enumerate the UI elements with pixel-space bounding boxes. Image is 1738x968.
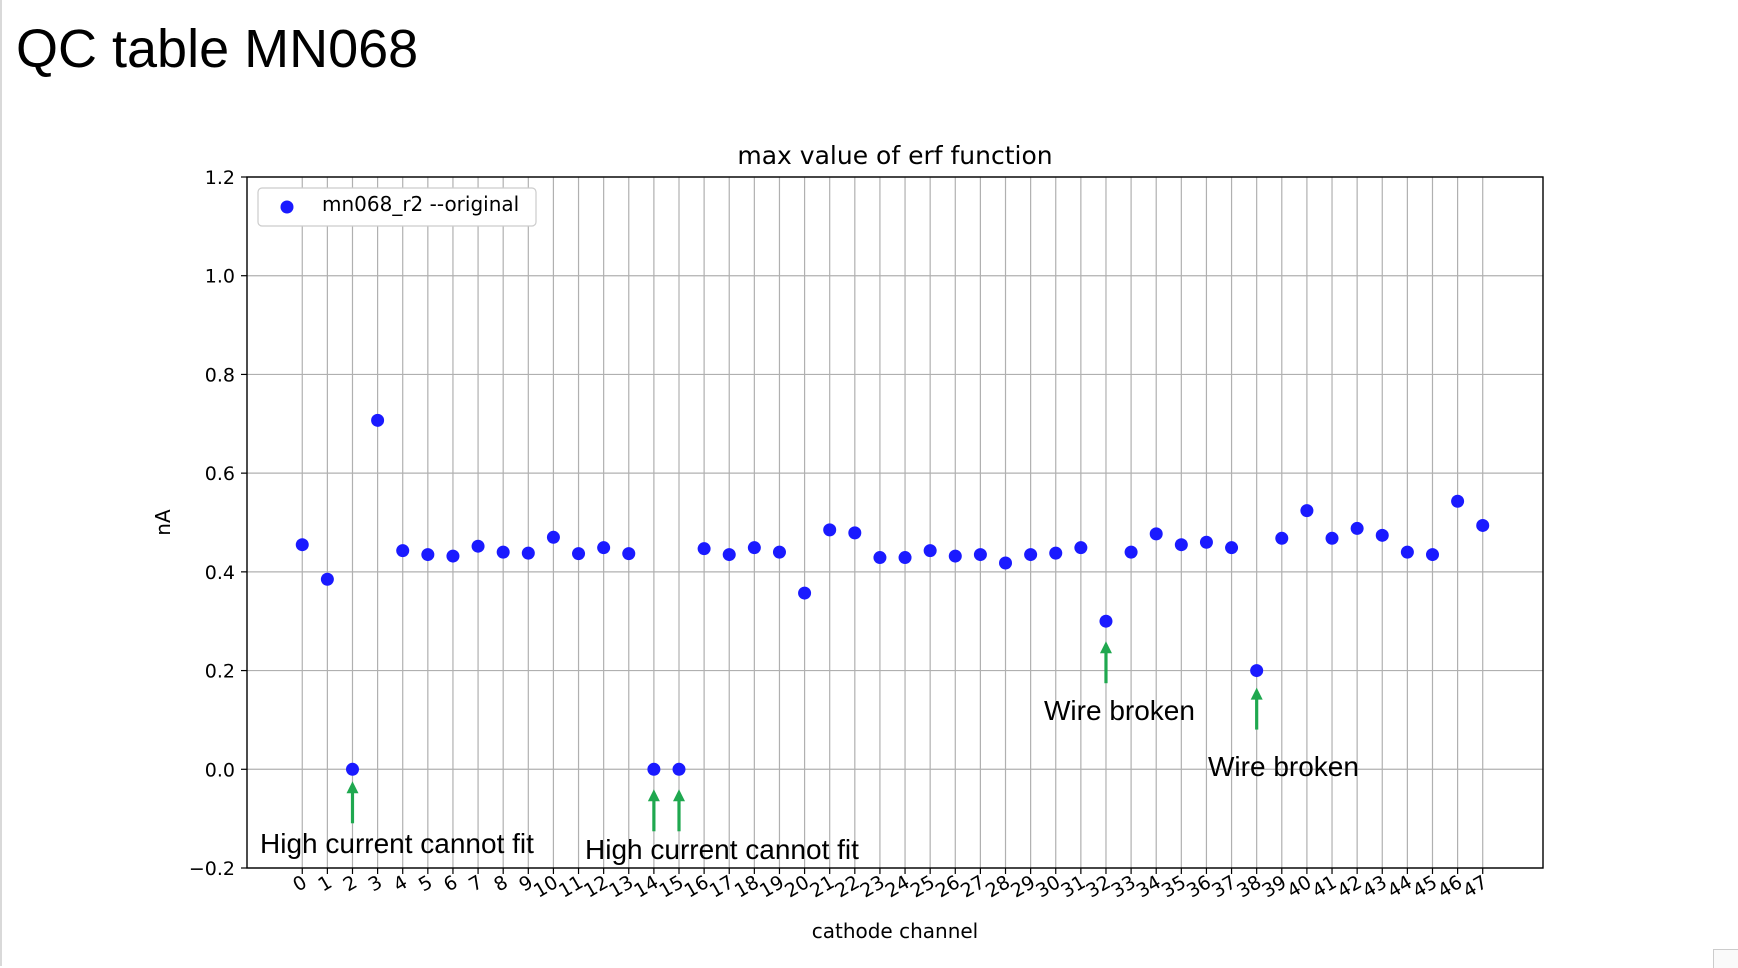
data-point <box>1225 541 1239 555</box>
data-point <box>345 762 359 776</box>
data-point <box>1400 545 1414 559</box>
annotation-arrow-head <box>1099 641 1112 654</box>
slide-thumbnail <box>1713 949 1738 968</box>
data-point <box>1425 548 1439 562</box>
data-point <box>823 523 837 537</box>
y-tick-label: 0.8 <box>205 364 235 386</box>
data-point <box>597 541 611 555</box>
data-point <box>446 549 460 563</box>
plot-frame <box>246 176 1544 869</box>
data-point <box>672 762 686 776</box>
y-axis-label: nA <box>151 509 175 536</box>
data-point <box>873 551 887 565</box>
data-point <box>722 548 736 562</box>
data-point <box>1199 535 1213 549</box>
x-tick-label: 2 <box>340 871 361 896</box>
data-point <box>1124 545 1138 559</box>
data-point <box>1174 538 1188 552</box>
data-point <box>1250 664 1264 678</box>
data-point <box>295 538 309 552</box>
data-point <box>396 544 410 558</box>
x-tick-label: 6 <box>440 871 461 896</box>
data-point <box>521 546 535 560</box>
y-tick-label: 0.0 <box>205 759 235 781</box>
y-tick-label: 0.6 <box>205 463 235 485</box>
data-point <box>371 413 385 427</box>
data-point <box>973 548 987 562</box>
x-tick-label: 1 <box>314 871 335 896</box>
annotation-arrow-head <box>647 789 660 802</box>
data-point <box>1375 528 1389 542</box>
data-point <box>572 547 586 561</box>
legend-box <box>257 187 537 227</box>
x-tick-label: 7 <box>465 871 486 896</box>
annotation-arrow-head <box>346 781 359 794</box>
data-point <box>1024 548 1038 562</box>
legend-label: mn068_r2 --original <box>322 192 519 216</box>
data-point <box>1149 527 1163 541</box>
data-point <box>496 545 510 559</box>
slide-title: QC table MN068 <box>16 19 419 79</box>
data-point <box>1099 614 1113 628</box>
annotation-arrow-head <box>1250 687 1263 700</box>
y-tick-label: −0.2 <box>189 858 235 880</box>
data-point <box>1074 541 1088 555</box>
data-point <box>320 572 334 586</box>
data-point <box>1275 531 1289 545</box>
data-point <box>1451 494 1465 508</box>
x-tick-label: 3 <box>365 871 386 896</box>
y-tick-label: 1.0 <box>205 266 235 288</box>
data-point <box>772 545 786 559</box>
y-tick-label: 1.2 <box>205 167 235 189</box>
annotation-label: Wire broken <box>1208 751 1359 782</box>
data-point <box>1300 504 1314 518</box>
x-tick-label: 4 <box>390 871 411 896</box>
x-tick-label: 5 <box>415 871 436 896</box>
x-tick-label: 8 <box>490 871 511 896</box>
x-tick-label: 47 <box>1459 871 1491 902</box>
data-point <box>421 548 435 562</box>
annotation-label: High current cannot fit <box>585 834 859 865</box>
data-point <box>622 547 636 561</box>
chart-title: max value of erf function <box>737 141 1052 170</box>
data-point <box>1049 546 1063 560</box>
annotation-label: Wire broken <box>1044 695 1195 726</box>
data-point <box>647 762 661 776</box>
data-point <box>1476 518 1490 532</box>
data-point <box>747 541 761 555</box>
data-point <box>923 544 937 558</box>
x-axis-label: cathode channel <box>812 919 979 943</box>
data-point <box>948 549 962 563</box>
data-point <box>546 530 560 544</box>
y-tick-label: 0.2 <box>205 661 235 683</box>
data-point <box>999 556 1013 570</box>
annotation-arrow-head <box>673 789 685 802</box>
y-tick-label: 0.4 <box>205 562 235 584</box>
data-point <box>1350 521 1364 535</box>
annotation-label: High current cannot fit <box>260 828 534 859</box>
legend-marker <box>280 200 294 214</box>
data-point <box>798 586 812 600</box>
data-point <box>1325 531 1339 545</box>
x-tick-label: 0 <box>289 871 310 896</box>
data-point <box>848 526 862 540</box>
data-point <box>898 551 912 565</box>
data-point <box>697 542 711 556</box>
data-point <box>471 539 485 553</box>
